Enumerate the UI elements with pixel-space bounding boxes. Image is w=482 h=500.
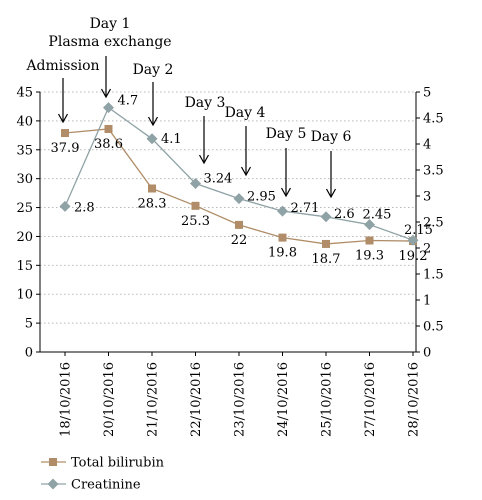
data-label-total-bilirubin: 28.3 xyxy=(138,196,167,211)
annotation-label: Day 3 xyxy=(185,95,226,111)
x-tick-label: 20/10/2016 xyxy=(102,362,117,437)
data-point-creatinine xyxy=(190,178,201,190)
right-tick-label: 4.5 xyxy=(423,112,444,127)
annotation-arrow-head xyxy=(100,88,112,99)
right-tick-label: 2 xyxy=(423,242,431,257)
right-axis-ticks: 0 0.5 1 1.5 2 2.5 3 3.5 4 4.5 5 xyxy=(423,86,444,361)
data-point-creatinine xyxy=(364,219,375,231)
data-point-total-bilirubin xyxy=(191,201,200,210)
annotation-arrow-head xyxy=(280,187,292,198)
annotation-arrow-head xyxy=(240,166,252,177)
left-tick-label: 45 xyxy=(16,86,33,101)
data-label-total-bilirubin: 25.3 xyxy=(181,214,210,229)
left-tick-label: 30 xyxy=(16,172,33,187)
x-tick-label: 21/10/2016 xyxy=(146,362,161,437)
right-tick-label: 0.5 xyxy=(423,320,444,335)
left-tick-label: 35 xyxy=(16,143,33,158)
data-point-creatinine xyxy=(103,102,114,114)
data-point-creatinine xyxy=(146,133,158,145)
x-tick-label: 25/10/2016 xyxy=(320,362,335,437)
left-tick-label: 0 xyxy=(25,346,33,361)
left-tick-label: 20 xyxy=(16,230,33,245)
annotation-label: Day 2 xyxy=(133,62,174,78)
data-point-total-bilirubin xyxy=(104,124,113,133)
data-point-total-bilirubin xyxy=(322,239,330,248)
annotation-label: Plasma exchange xyxy=(48,34,171,50)
annotation-label: Day 1 xyxy=(90,16,131,32)
x-tick-label: 18/10/2016 xyxy=(59,362,74,437)
right-tick-label: 0 xyxy=(423,346,431,361)
right-tick-label: 3 xyxy=(423,190,431,205)
annotation-arrow-head xyxy=(198,154,210,165)
annotation-label: Day 5 xyxy=(266,126,307,142)
annotation-label: Admission xyxy=(25,58,99,74)
data-label-total-bilirubin: 19.2 xyxy=(399,249,428,264)
data-label-creatinine: 3.24 xyxy=(204,172,233,187)
data-label-creatinine: 2.95 xyxy=(247,190,276,205)
right-tick-label: 1.5 xyxy=(423,268,444,283)
data-point-creatinine xyxy=(277,205,288,217)
series xyxy=(59,102,419,248)
axes xyxy=(36,91,420,356)
x-tick-label: 22/10/2016 xyxy=(189,362,204,437)
annotation-arrow-head xyxy=(57,113,69,124)
right-tick-label: 3.5 xyxy=(423,164,444,179)
data-label-total-bilirubin: 18.7 xyxy=(312,252,341,267)
data-point-creatinine xyxy=(320,211,332,223)
data-label-total-bilirubin: 37.9 xyxy=(51,141,80,156)
x-tick-label: 28/10/2016 xyxy=(407,362,422,437)
data-point-total-bilirubin xyxy=(61,129,69,138)
data-label-creatinine: 4.7 xyxy=(118,94,139,109)
series-line-creatinine xyxy=(64,106,414,241)
data-label-creatinine: 2.45 xyxy=(363,208,392,223)
data-point-creatinine xyxy=(233,193,245,205)
annotation-label: Day 4 xyxy=(225,105,266,121)
data-label-total-bilirubin: 38.6 xyxy=(94,137,123,152)
right-tick-label: 4 xyxy=(423,138,431,153)
data-point-total-bilirubin xyxy=(365,236,374,245)
data-label-creatinine: 2.8 xyxy=(74,200,95,215)
x-axis-ticks: 18/10/2016 20/10/2016 21/10/2016 22/10/2016… xyxy=(59,362,422,437)
data-labels: 37.9 38.6 28.3 25.3 22 19.8 18.7 19.3 19.2 2.8 4.7… xyxy=(51,94,433,267)
data-label-total-bilirubin: 19.3 xyxy=(355,248,384,263)
data-point-total-bilirubin xyxy=(235,220,243,229)
x-tick-label: 23/10/2016 xyxy=(233,362,248,437)
data-point-total-bilirubin xyxy=(278,233,287,242)
data-label-total-bilirubin: 22 xyxy=(231,233,248,248)
x-tick-label: 24/10/2016 xyxy=(276,362,291,437)
x-tick-label: 27/10/2016 xyxy=(363,362,378,437)
data-label-creatinine: 2.15 xyxy=(404,223,433,238)
data-point-creatinine xyxy=(59,200,71,212)
right-tick-label: 5 xyxy=(423,86,431,101)
gridlines xyxy=(40,91,416,324)
left-tick-label: 25 xyxy=(16,201,33,216)
right-tick-label: 2.5 xyxy=(423,216,444,231)
annotation-label: Day 6 xyxy=(311,129,352,145)
annotation-arrow-head xyxy=(147,116,159,127)
data-label-creatinine: 2.71 xyxy=(291,201,320,216)
annotation-arrow-head xyxy=(325,188,337,199)
legend-label: Total bilirubin xyxy=(71,456,165,471)
legend: Total bilirubin Creatinine xyxy=(41,456,165,493)
left-axis-ticks: 0 5 10 15 20 25 30 35 40 45 xyxy=(16,86,33,361)
left-tick-label: 5 xyxy=(25,317,33,332)
data-label-creatinine: 4.1 xyxy=(161,132,182,147)
right-tick-label: 1 xyxy=(423,294,431,309)
data-label-total-bilirubin: 19.8 xyxy=(268,246,297,261)
left-tick-label: 15 xyxy=(16,259,33,274)
data-label-creatinine: 2.6 xyxy=(334,207,355,222)
data-point-creatinine xyxy=(407,234,419,246)
data-point-total-bilirubin xyxy=(148,184,156,193)
legend-marker xyxy=(47,478,59,490)
left-tick-label: 40 xyxy=(16,114,33,129)
legend-label: Creatinine xyxy=(71,478,141,493)
left-tick-label: 10 xyxy=(16,288,33,303)
legend-marker xyxy=(49,458,57,466)
